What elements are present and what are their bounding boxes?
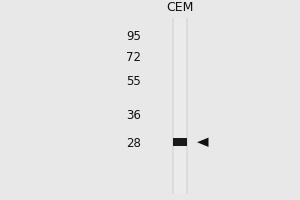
Text: 36: 36 <box>126 109 141 122</box>
Bar <box>173 138 187 146</box>
Text: 55: 55 <box>126 75 141 88</box>
Text: CEM: CEM <box>166 1 194 14</box>
Bar <box>174 18 186 194</box>
Text: 28: 28 <box>126 137 141 150</box>
Text: 72: 72 <box>126 51 141 64</box>
Bar <box>172 18 188 194</box>
Text: 95: 95 <box>126 30 141 43</box>
Polygon shape <box>197 138 208 147</box>
